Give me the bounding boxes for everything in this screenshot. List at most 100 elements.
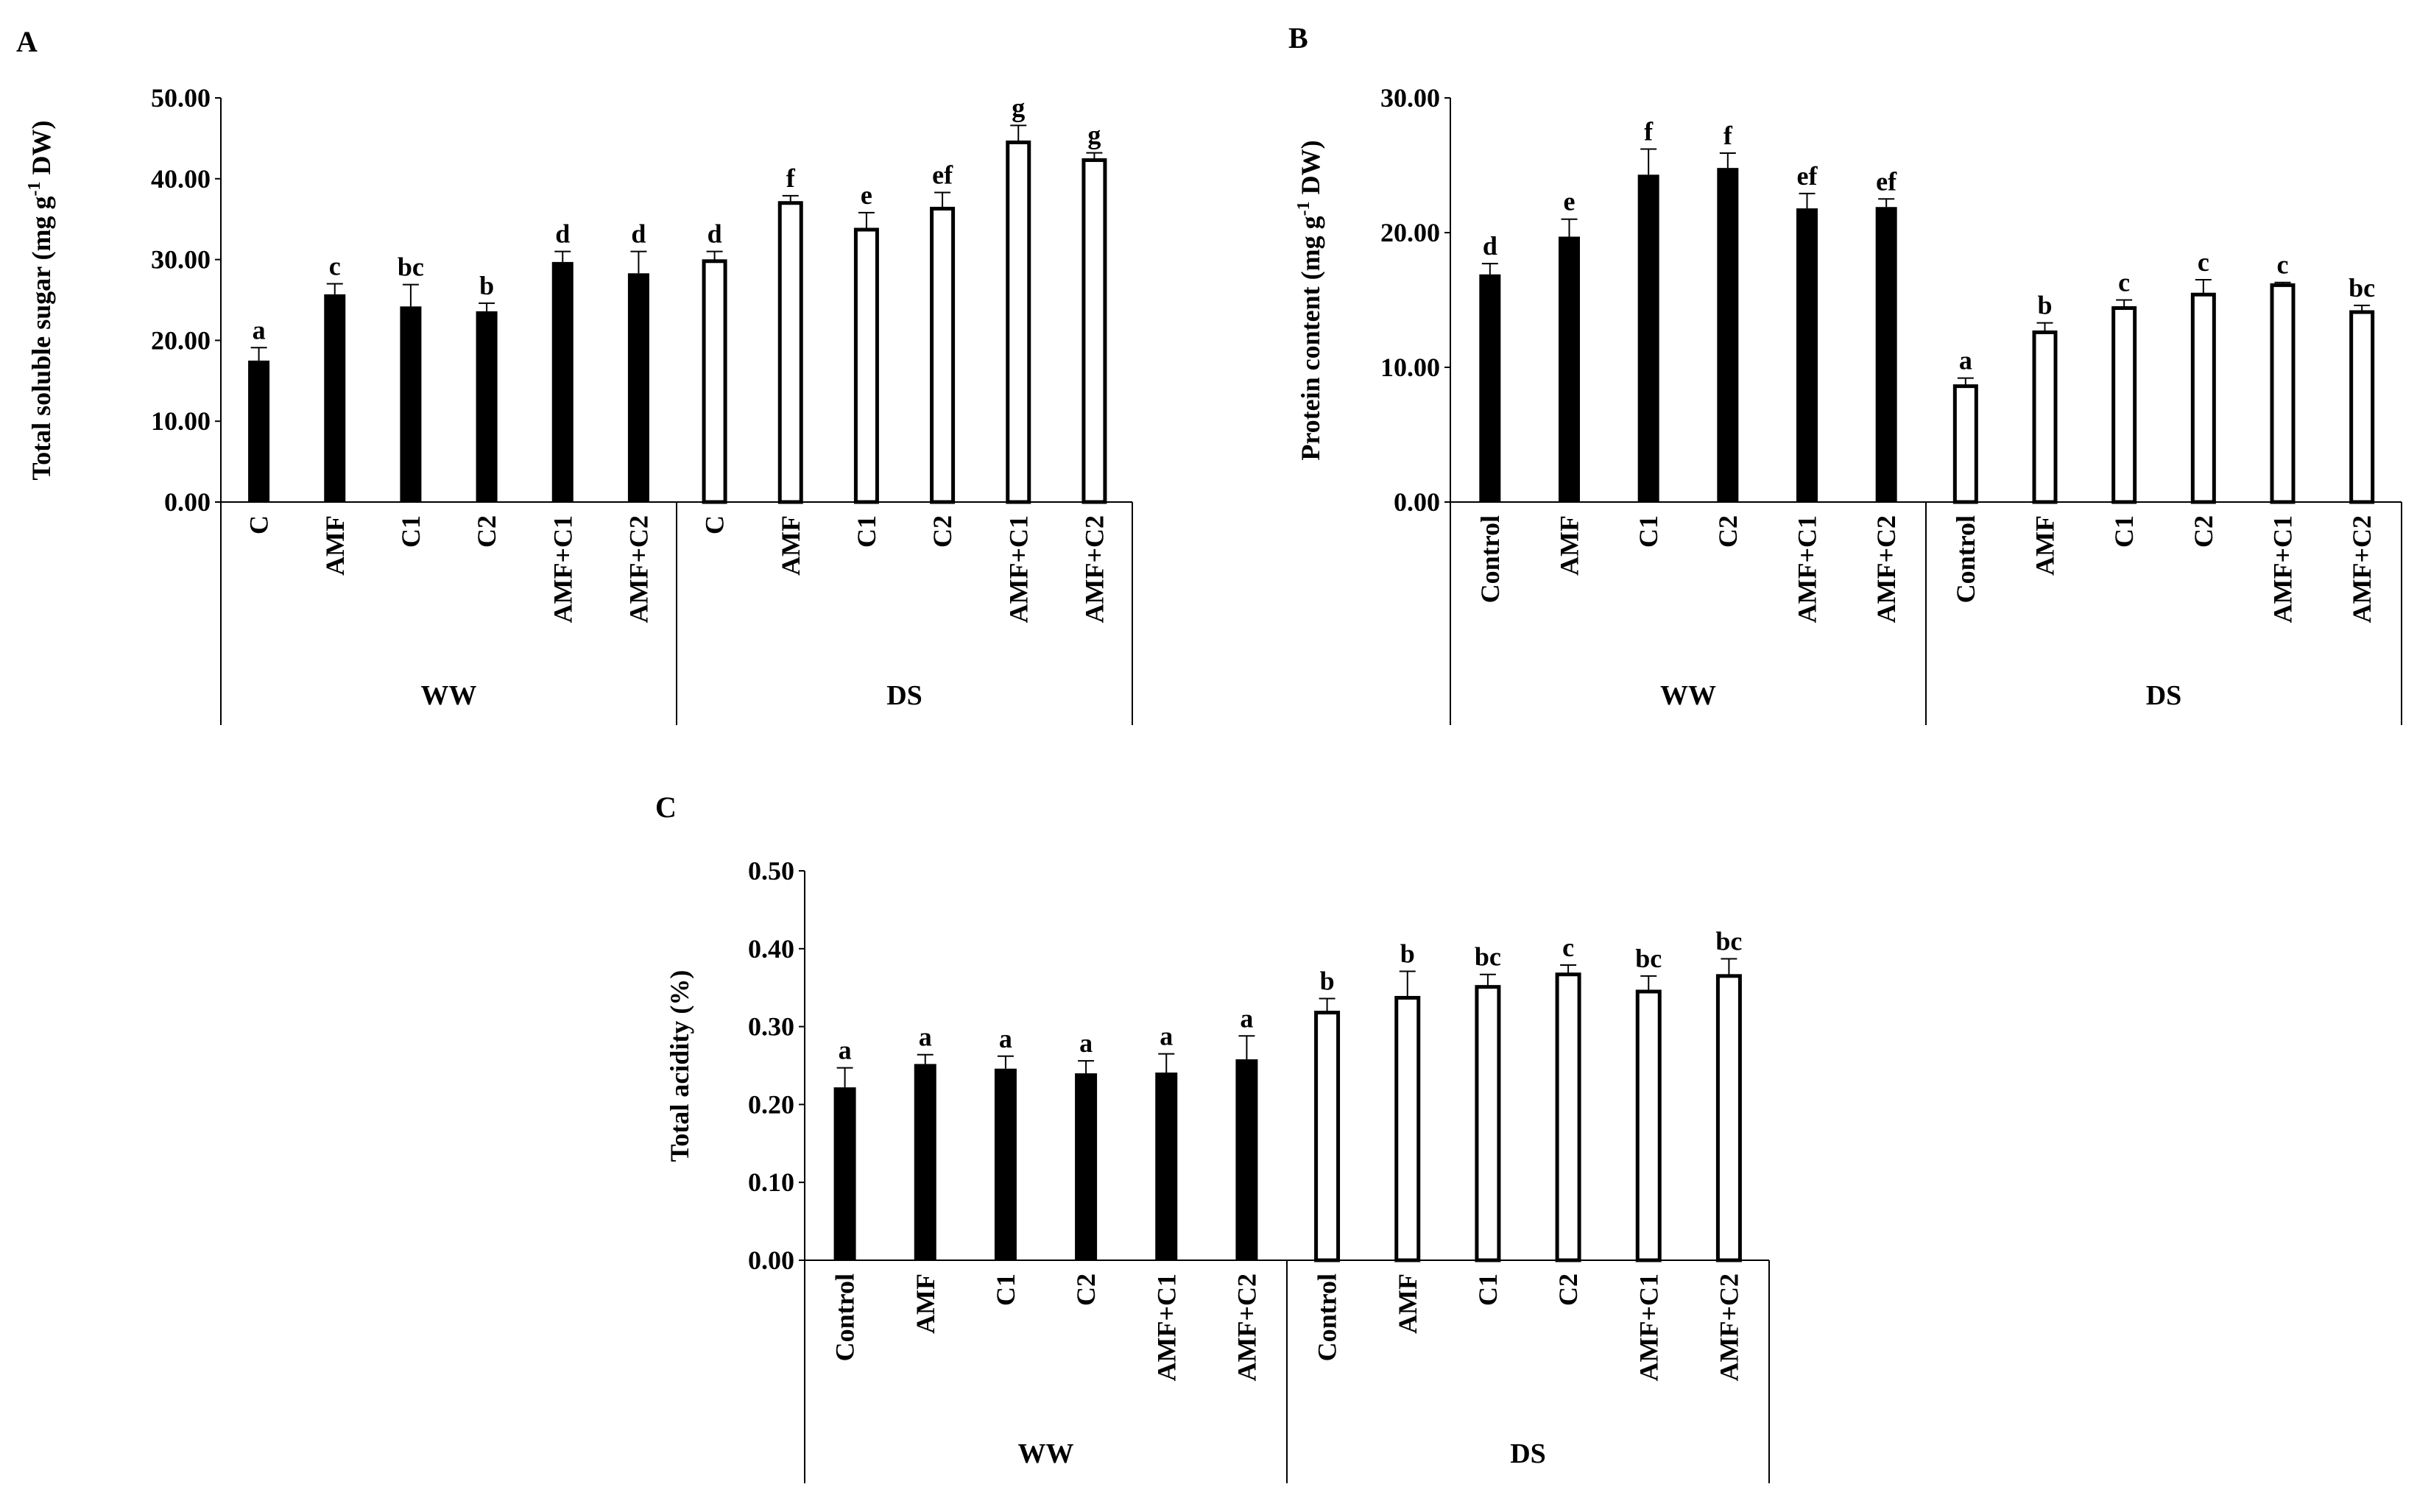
significance-letter: d — [631, 219, 646, 249]
significance-letter: d — [708, 219, 722, 249]
significance-letter: g — [1012, 93, 1025, 122]
group-label-ww: WW — [421, 680, 477, 711]
category-label: AMF+C2 — [1079, 515, 1109, 623]
bar — [930, 206, 956, 504]
y-tick-label: 10.00 — [1380, 353, 1440, 382]
group-label-ds: DS — [1510, 1438, 1546, 1469]
bar — [1082, 158, 1107, 504]
significance-letter: bc — [1475, 942, 1501, 972]
bar — [1637, 174, 1659, 502]
significance-letter: e — [1564, 187, 1576, 216]
group-label-ww: WW — [1018, 1438, 1074, 1469]
y-tick-label: 0.30 — [748, 1012, 794, 1042]
category-label: AMF+C2 — [1714, 1273, 1743, 1381]
significance-letter: ef — [1876, 166, 1897, 196]
bar — [1235, 1059, 1258, 1260]
bar — [1075, 1073, 1098, 1260]
bar — [1555, 972, 1581, 1262]
significance-letter: f — [786, 163, 796, 193]
y-tick-label: 0.00 — [164, 487, 211, 517]
significance-letter: c — [329, 252, 341, 281]
significance-letter: e — [861, 180, 872, 210]
category-label: AMF+C1 — [1634, 1273, 1663, 1381]
y-axis-label: Protein content (mg g-1 DW) — [1294, 140, 1325, 460]
category-label: AMF+C2 — [624, 515, 653, 623]
bar — [2032, 330, 2058, 504]
y-tick-label: 0.00 — [1394, 487, 1440, 517]
y-axis-label: Total acidity (%) — [665, 970, 694, 1162]
significance-letter: ef — [1797, 161, 1818, 191]
category-label: AMF — [1555, 515, 1584, 576]
y-tick-label: 40.00 — [151, 164, 211, 194]
category-label: AMF+C1 — [2268, 515, 2298, 623]
category-label: C2 — [2189, 515, 2218, 548]
significance-letter: c — [2198, 247, 2209, 277]
significance-letter: bc — [1635, 944, 1662, 973]
bar — [1635, 989, 1662, 1262]
category-label: AMF+C2 — [2347, 515, 2377, 623]
significance-letter: b — [479, 271, 494, 300]
significance-letter: ef — [932, 160, 953, 189]
category-label: Control — [1313, 1273, 1342, 1361]
y-axis-label: Total soluble sugar (mg g-1 DW) — [25, 120, 56, 480]
panel-b: B 0.00 10.00 20.00 30.00 Protein content (mg … — [1288, 21, 2402, 725]
bar — [1475, 985, 1501, 1262]
y-tick-label: 30.00 — [1380, 83, 1440, 113]
category-label: AMF+C1 — [1793, 515, 1822, 623]
bar — [2349, 310, 2375, 504]
y-tick-label: 20.00 — [151, 325, 211, 355]
group-label-ww: WW — [1660, 680, 1716, 711]
significance-letter: a — [839, 1036, 852, 1065]
bar — [1155, 1073, 1178, 1260]
bar — [1006, 140, 1031, 504]
category-label: AMF+C2 — [1871, 515, 1901, 623]
y-tick-label: 50.00 — [151, 83, 211, 113]
bar — [914, 1064, 936, 1260]
category-label: AMF+C1 — [548, 515, 577, 623]
bar — [702, 259, 727, 504]
significance-letter: d — [555, 219, 570, 249]
y-tick-label: 30.00 — [151, 245, 211, 275]
significance-letter: f — [1723, 121, 1733, 150]
panel-c-letter: C — [655, 791, 677, 824]
y-tick-label: 0.00 — [748, 1246, 794, 1275]
bar — [1796, 208, 1818, 502]
bar — [2270, 283, 2296, 504]
group-label-ds: DS — [2146, 680, 2182, 711]
y-tick-label: 0.40 — [748, 934, 794, 964]
significance-letter: f — [1644, 117, 1654, 146]
category-label: AMF+C2 — [1232, 1273, 1261, 1381]
y-tick-label: 0.20 — [748, 1089, 794, 1119]
bar — [627, 273, 649, 502]
panel-b-letter: B — [1288, 21, 1308, 54]
category-label: C2 — [472, 515, 501, 548]
category-label: C2 — [928, 515, 957, 548]
bar — [551, 261, 574, 502]
category-label: AMF — [1393, 1273, 1422, 1334]
y-tick-label: 10.00 — [151, 406, 211, 436]
significance-letter: c — [2277, 250, 2289, 280]
significance-letter: b — [1400, 939, 1415, 968]
bar — [1314, 1011, 1341, 1262]
bar — [1875, 207, 1897, 502]
significance-letter: a — [253, 315, 266, 345]
significance-letter: b — [1320, 967, 1335, 996]
y-tick-label: 0.10 — [748, 1167, 794, 1197]
category-label: C1 — [1473, 1273, 1503, 1306]
significance-letter: a — [1959, 346, 1972, 375]
category-label: AMF — [2030, 515, 2060, 576]
category-label: Control — [1951, 515, 1980, 603]
significance-letter: d — [1483, 231, 1497, 261]
category-label: AMF — [320, 515, 350, 576]
significance-letter: a — [999, 1024, 1012, 1053]
category-label: C1 — [2109, 515, 2139, 548]
significance-letter: c — [2118, 268, 2130, 297]
significance-letter: a — [919, 1022, 932, 1052]
y-tick-label: 20.00 — [1380, 218, 1440, 247]
category-label: C2 — [1553, 1273, 1583, 1306]
bar — [1559, 236, 1580, 502]
bar — [1717, 168, 1739, 502]
bar — [1479, 274, 1501, 502]
category-label: C1 — [991, 1273, 1020, 1306]
